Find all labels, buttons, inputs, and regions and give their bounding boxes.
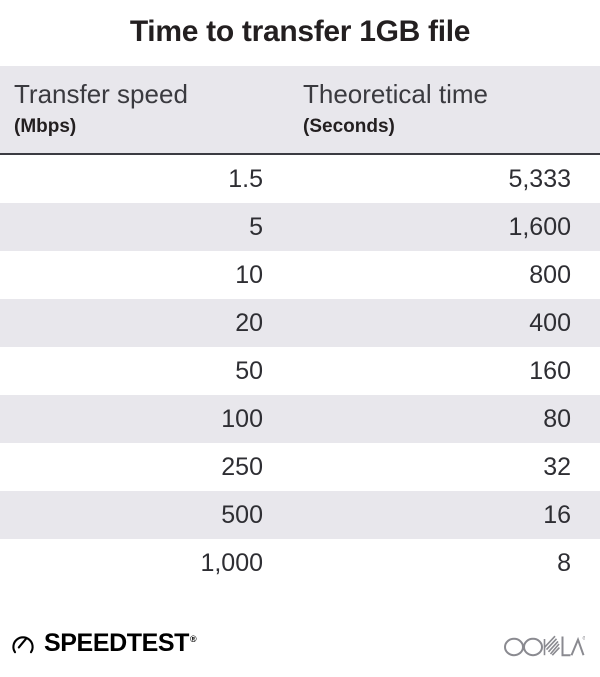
cell-transfer-speed: 5 (249, 213, 263, 241)
speedometer-gauge-icon (12, 636, 34, 654)
cell-theoretical-time: 32 (543, 453, 571, 481)
speedtest-wordmark-text: SPEEDTEST (44, 629, 190, 657)
cell-transfer-speed: 20 (235, 309, 263, 337)
table-row: 250 32 (0, 443, 600, 491)
table-row: 10 800 (0, 251, 600, 299)
cell-transfer-speed: 50 (235, 357, 263, 385)
cell-transfer-speed: 250 (221, 453, 263, 481)
cell-theoretical-time: 400 (529, 309, 571, 337)
column-header-theoretical-time-label: Theoretical time (303, 79, 488, 109)
table-row: 5 1,600 (0, 203, 600, 251)
cell-transfer-speed: 1,000 (200, 549, 263, 577)
cell-theoretical-time: 5,333 (508, 165, 571, 193)
cell-theoretical-time: 16 (543, 501, 571, 529)
ookla-logo: ® (503, 630, 585, 658)
cell-transfer-speed: 100 (221, 405, 263, 433)
speedtest-logo: SPEEDTEST® (10, 628, 197, 658)
column-header-transfer-speed: Transfer speed (Mbps) (14, 76, 188, 142)
cell-theoretical-time: 800 (529, 261, 571, 289)
column-header-transfer-speed-unit: (Mbps) (14, 116, 77, 137)
table-row: 100 80 (0, 395, 600, 443)
table-row: 1.5 5,333 (0, 155, 600, 203)
cell-theoretical-time: 80 (543, 405, 571, 433)
column-header-transfer-speed-label: Transfer speed (14, 79, 188, 109)
table-row: 20 400 (0, 299, 600, 347)
cell-theoretical-time: 1,600 (508, 213, 571, 241)
footer: SPEEDTEST® ® (0, 612, 600, 677)
speedtest-registered-mark: ® (190, 633, 197, 644)
speedtest-wordmark: SPEEDTEST® (44, 629, 197, 657)
page-title: Time to transfer 1GB file (129, 15, 471, 48)
transfer-time-table: Transfer speed (Mbps) Theoretical time (… (0, 66, 600, 587)
table-header-row: Transfer speed (Mbps) Theoretical time (… (0, 66, 600, 155)
cell-transfer-speed: 500 (221, 501, 263, 529)
column-header-theoretical-time: Theoretical time (Seconds) (303, 76, 488, 142)
ookla-registered-mark: ® (583, 635, 586, 642)
table-row: 500 16 (0, 491, 600, 539)
cell-theoretical-time: 160 (529, 357, 571, 385)
cell-transfer-speed: 10 (235, 261, 263, 289)
cell-theoretical-time: 8 (557, 549, 571, 577)
cell-transfer-speed: 1.5 (228, 165, 263, 193)
table-row: 50 160 (0, 347, 600, 395)
ookla-wordmark-icon: ® (504, 635, 586, 657)
column-header-theoretical-time-unit: (Seconds) (303, 116, 395, 137)
table-row: 1,000 8 (0, 539, 600, 587)
